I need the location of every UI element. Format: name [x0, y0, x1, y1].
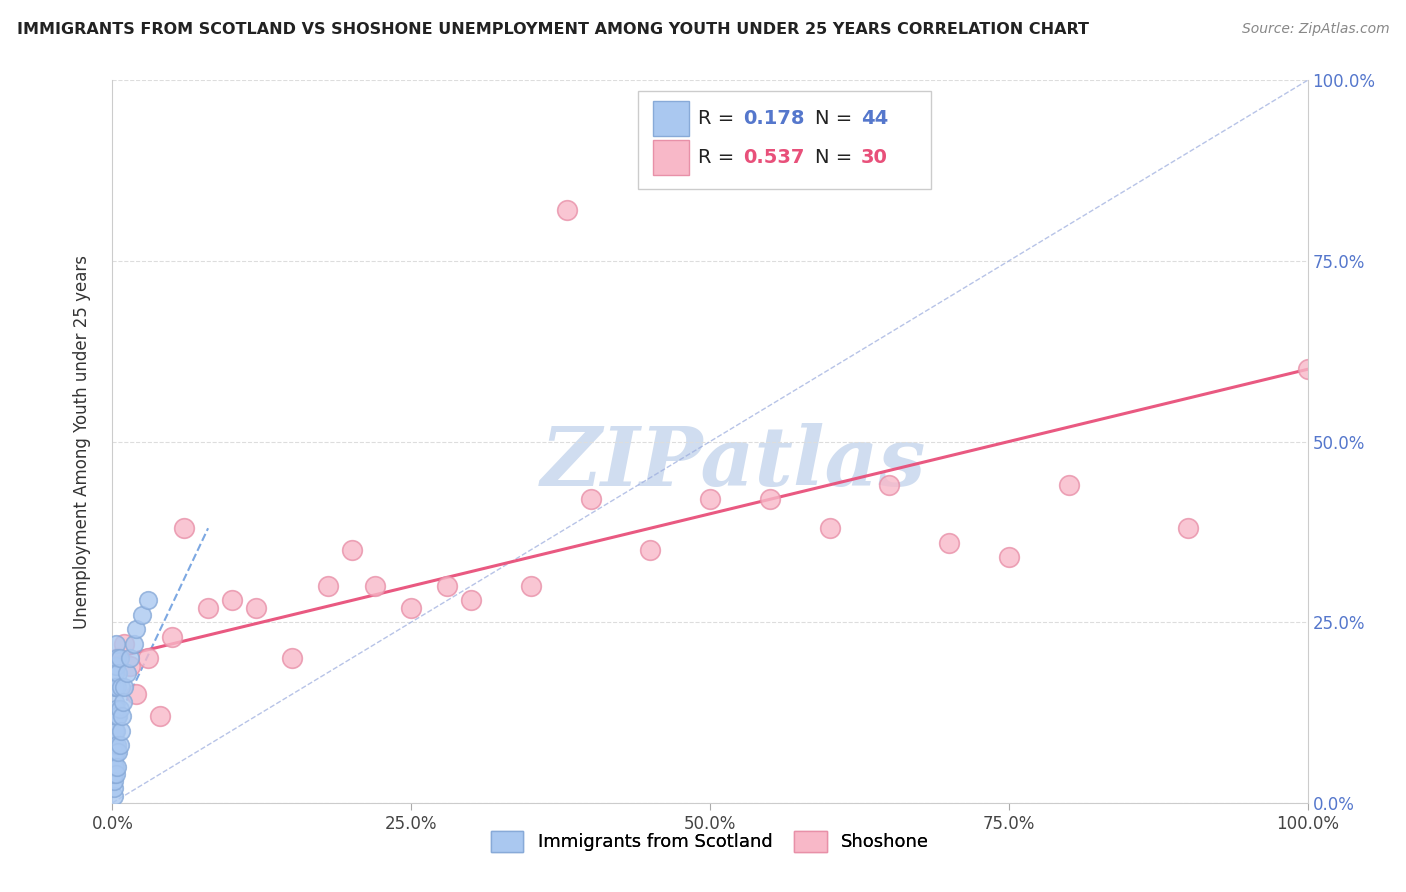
Point — [104, 695, 127, 709]
Text: 0.537: 0.537 — [744, 148, 804, 167]
Point — [108, 702, 131, 716]
Point — [103, 781, 125, 796]
Point — [245, 600, 267, 615]
Point — [640, 542, 662, 557]
Point — [105, 745, 128, 759]
Point — [149, 709, 172, 723]
Point — [112, 695, 135, 709]
Point — [104, 723, 127, 738]
Text: 44: 44 — [860, 109, 887, 128]
FancyBboxPatch shape — [652, 140, 689, 175]
Text: 0.178: 0.178 — [744, 109, 806, 128]
Point — [107, 709, 129, 723]
Point — [107, 665, 129, 680]
Point — [103, 752, 125, 766]
Text: R =: R = — [699, 148, 741, 167]
Point — [162, 630, 183, 644]
Point — [131, 607, 153, 622]
Point — [401, 600, 423, 615]
Text: 30: 30 — [860, 148, 887, 167]
Point — [1296, 362, 1319, 376]
Point — [114, 637, 135, 651]
Point — [699, 492, 721, 507]
Point — [115, 665, 138, 680]
Point — [281, 651, 304, 665]
Point — [114, 680, 135, 694]
Point — [104, 680, 127, 694]
Point — [104, 709, 127, 723]
Point — [579, 492, 602, 507]
Point — [122, 637, 145, 651]
Point — [818, 521, 841, 535]
Point — [104, 665, 127, 680]
Point — [105, 658, 128, 673]
Point — [221, 593, 243, 607]
Point — [105, 702, 128, 716]
Point — [520, 579, 543, 593]
Y-axis label: Unemployment Among Youth under 25 years: Unemployment Among Youth under 25 years — [73, 254, 91, 629]
Point — [125, 687, 148, 701]
Point — [460, 593, 482, 607]
Point — [110, 680, 132, 694]
Point — [107, 651, 129, 665]
Point — [111, 709, 134, 723]
Point — [104, 760, 127, 774]
Text: IMMIGRANTS FROM SCOTLAND VS SHOSHONE UNEMPLOYMENT AMONG YOUTH UNDER 25 YEARS COR: IMMIGRANTS FROM SCOTLAND VS SHOSHONE UNE… — [17, 22, 1088, 37]
Point — [105, 723, 128, 738]
Point — [105, 709, 128, 723]
Text: ZIPatlas: ZIPatlas — [541, 423, 927, 503]
Point — [120, 658, 142, 673]
Point — [104, 738, 127, 752]
Text: Source: ZipAtlas.com: Source: ZipAtlas.com — [1241, 22, 1389, 37]
Point — [103, 789, 125, 803]
Point — [998, 550, 1021, 565]
Point — [105, 738, 128, 752]
Point — [1057, 478, 1080, 492]
Point — [105, 767, 128, 781]
Text: R =: R = — [699, 109, 741, 128]
Point — [125, 623, 148, 637]
Point — [103, 745, 125, 759]
Point — [555, 203, 578, 218]
Point — [105, 637, 128, 651]
Point — [110, 723, 132, 738]
Point — [103, 760, 125, 774]
FancyBboxPatch shape — [638, 91, 931, 189]
Point — [108, 651, 131, 665]
Point — [120, 651, 142, 665]
Point — [364, 579, 387, 593]
Point — [103, 738, 125, 752]
Point — [108, 738, 131, 752]
Point — [103, 774, 125, 789]
Text: N =: N = — [815, 109, 859, 128]
Point — [107, 745, 129, 759]
FancyBboxPatch shape — [652, 101, 689, 136]
Legend: Immigrants from Scotland, Shoshone: Immigrants from Scotland, Shoshone — [484, 823, 936, 859]
Point — [138, 593, 160, 607]
Point — [938, 535, 960, 549]
Point — [316, 579, 339, 593]
Point — [197, 600, 219, 615]
Text: N =: N = — [815, 148, 859, 167]
Point — [105, 760, 128, 774]
Point — [173, 521, 195, 535]
Point — [103, 767, 125, 781]
Point — [436, 579, 458, 593]
Point — [1177, 521, 1199, 535]
Point — [105, 680, 128, 694]
Point — [759, 492, 782, 507]
Point — [105, 680, 128, 694]
Point — [105, 651, 128, 665]
Point — [138, 651, 160, 665]
Point — [340, 542, 363, 557]
Point — [879, 478, 901, 492]
